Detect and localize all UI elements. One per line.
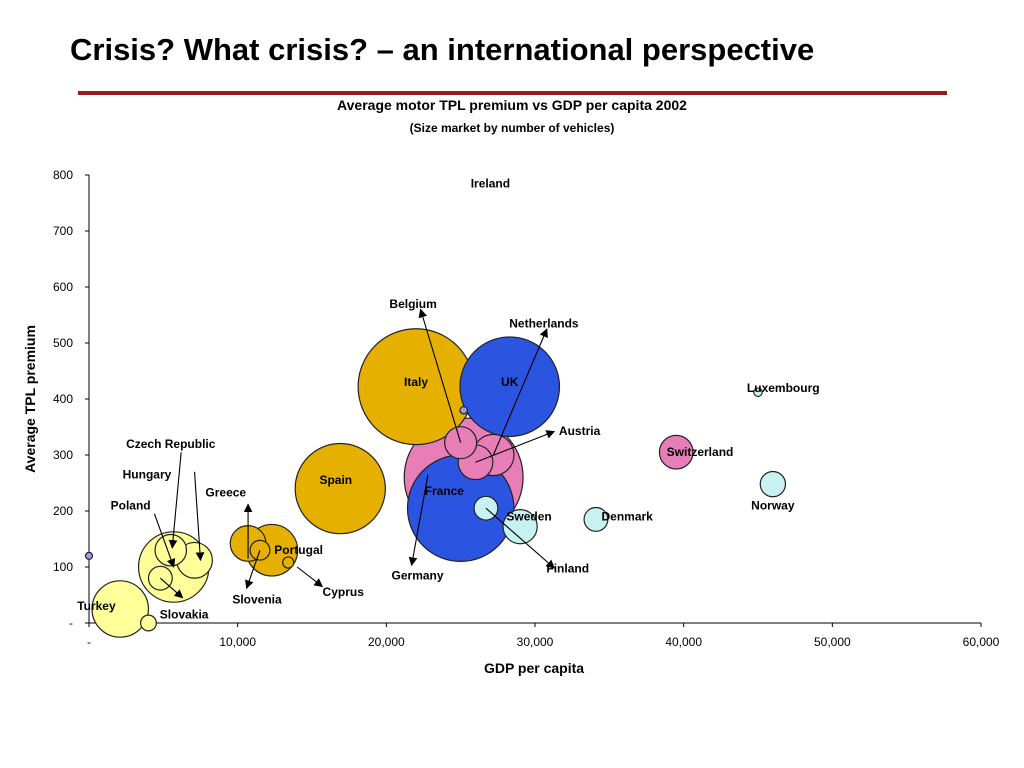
label-poland: Poland	[111, 498, 151, 512]
label-portugal: Portugal	[274, 543, 323, 557]
bubble-norway	[759, 470, 787, 498]
label-sweden: Sweden	[506, 510, 551, 524]
title-rule	[78, 91, 947, 95]
chart-subtitle: (Size market by number of vehicles)	[409, 121, 615, 135]
y-axis-title: Average TPL premium	[22, 325, 38, 473]
label-uk: UK	[501, 375, 519, 389]
leader-arrow	[159, 577, 184, 599]
bubble-hungary	[154, 533, 188, 567]
y-tick-label: -	[69, 616, 73, 630]
label-slovakia: Slovakia	[160, 608, 209, 622]
bubble-cyprus	[282, 556, 295, 569]
bubble-finland	[502, 509, 538, 545]
labels-layer: Ireland Belgium Netherlands Italy UK Luxembou…	[77, 176, 819, 621]
label-hungary: Hungary	[123, 468, 172, 482]
leader-arrow	[418, 308, 462, 443]
leader-arrow	[245, 550, 261, 590]
bubble-slovenia	[249, 539, 271, 561]
y-tick-label: 200	[53, 504, 73, 518]
x-axis-title: GDP per capita	[484, 660, 584, 676]
arrows-layer	[153, 308, 556, 599]
y-tick-label: 700	[53, 224, 73, 238]
chart-title: Average motor TPL premium vs GDP per cap…	[337, 97, 687, 113]
leader-arrow	[475, 430, 556, 463]
bubble-uk	[459, 336, 561, 438]
bubble-slovakia	[140, 614, 157, 632]
label-norway: Norway	[751, 498, 795, 512]
y-tick-label: 600	[53, 280, 73, 294]
label-finland: Finland	[546, 562, 589, 576]
slide-title: Crisis? What crisis? – an international …	[70, 32, 815, 67]
x-tick-label: 50,000	[814, 635, 851, 649]
y-tick-label: 800	[53, 168, 73, 182]
leader-arrow	[492, 328, 548, 456]
leader-arrow	[408, 474, 429, 567]
x-tick-label: 30,000	[517, 635, 554, 649]
y-tick-label: 100	[53, 560, 73, 574]
label-greece: Greece	[205, 486, 246, 500]
label-italy: Italy	[404, 375, 428, 389]
x-tick-label: 10,000	[219, 635, 256, 649]
label-cyprus: Cyprus	[323, 585, 365, 599]
x-tick-label: 20,000	[368, 635, 405, 649]
label-austria: Austria	[559, 424, 601, 438]
x-tick-label: 40,000	[665, 635, 702, 649]
axes-layer: - 100 200 300 400 500 600 700 800 - 10,000 20,000 30…	[53, 168, 1000, 649]
bubble-spain	[294, 442, 386, 535]
x-tick-label: 60,000	[963, 635, 1000, 649]
leader-arrow	[296, 566, 324, 588]
bubble-unlabeled	[84, 551, 94, 560]
y-tick-label: 400	[53, 392, 73, 406]
leader-arrow	[485, 507, 555, 569]
label-belgium: Belgium	[389, 297, 436, 311]
label-luxembourg: Luxembourg	[747, 381, 820, 395]
label-czech-republic: Czech Republic	[126, 437, 216, 451]
bubble-luxembourg	[753, 387, 763, 398]
x-tick-label: -	[87, 635, 91, 649]
bubble-turkey	[91, 580, 150, 638]
label-germany: Germany	[392, 568, 444, 582]
bubbles-layer	[84, 328, 787, 638]
bubble-ireland	[459, 405, 468, 415]
y-tick-label: 500	[53, 336, 73, 350]
label-spain: Spain	[319, 473, 352, 487]
label-netherlands: Netherlands	[509, 316, 579, 330]
label-france: France	[425, 484, 465, 498]
label-denmark: Denmark	[601, 510, 653, 524]
leader-arrow	[194, 471, 205, 562]
bubble-switzerland	[658, 434, 694, 470]
label-slovenia: Slovenia	[232, 592, 282, 606]
bubble-denmark	[583, 506, 609, 532]
leader-arrow	[153, 513, 176, 568]
leader-arrow	[168, 452, 182, 549]
label-ireland: Ireland	[471, 176, 510, 190]
label-turkey: Turkey	[77, 599, 116, 613]
y-tick-label: 300	[53, 448, 73, 462]
label-switzerland: Switzerland	[667, 445, 734, 459]
